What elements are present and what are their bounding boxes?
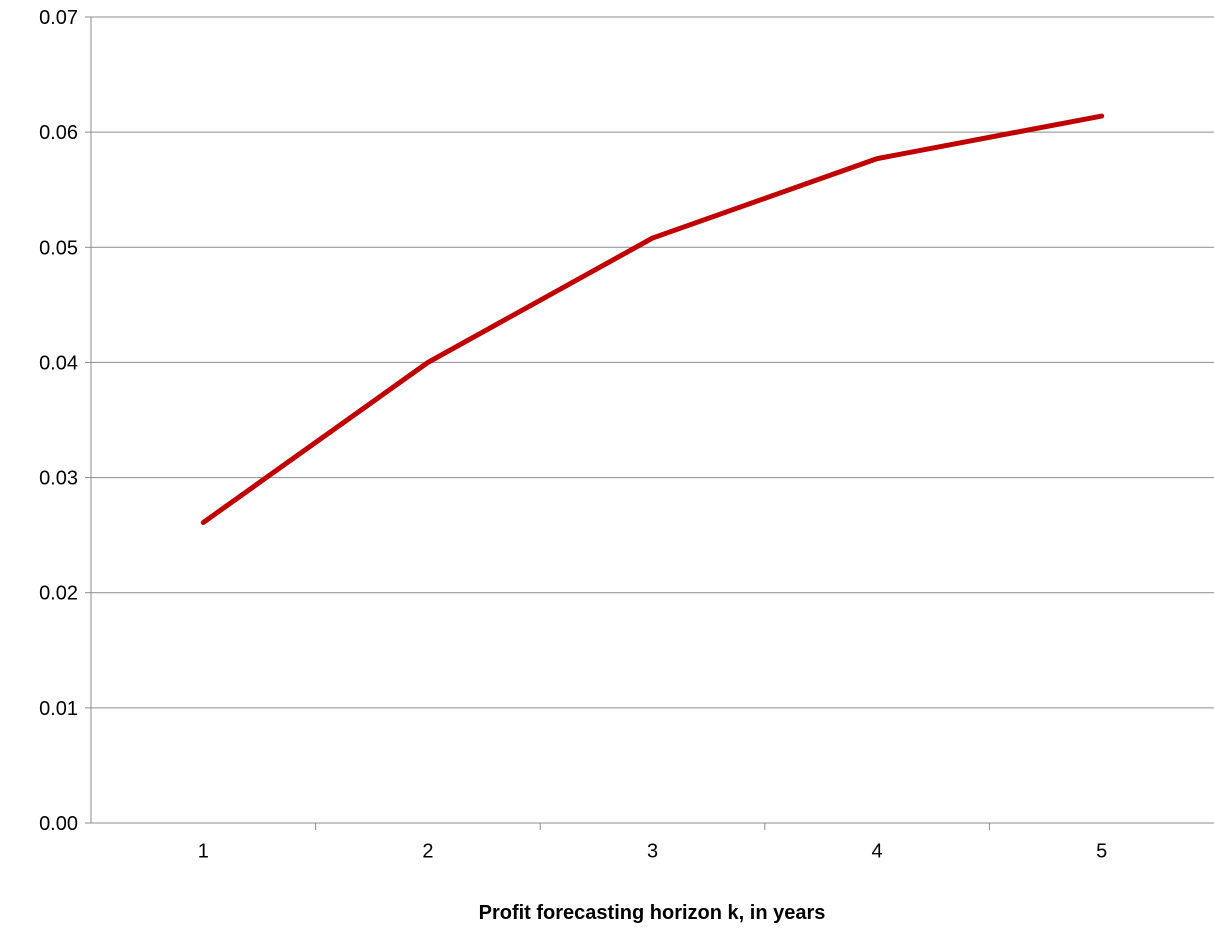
x-tick-labels: 1 2 3 4 5 xyxy=(198,841,1108,863)
y-tick-label: 0.03 xyxy=(39,468,78,490)
series-group xyxy=(200,113,1105,525)
series-line xyxy=(200,113,1105,525)
y-tick-label: 0.04 xyxy=(39,352,78,374)
y-tick-label: 0.07 xyxy=(39,7,78,29)
x-tick-label: 1 xyxy=(198,841,209,863)
x-tick-label: 3 xyxy=(647,841,658,863)
y-tick-label: 0.00 xyxy=(39,813,78,835)
x-tick-label: 4 xyxy=(872,841,883,863)
y-tick-label: 0.02 xyxy=(39,583,78,605)
x-tick-label: 5 xyxy=(1096,841,1107,863)
y-tick-label: 0.06 xyxy=(39,122,78,144)
x-tick-label: 2 xyxy=(422,841,433,863)
gridlines xyxy=(91,16,1214,709)
axes xyxy=(85,16,1214,830)
y-tick-label: 0.01 xyxy=(39,698,78,720)
y-tick-labels: 0.00 0.01 0.02 0.03 0.04 0.05 0.06 0.07 xyxy=(39,7,78,835)
x-axis-title: Profit forecasting horizon k, in years xyxy=(479,902,826,924)
y-tick-label: 0.05 xyxy=(39,237,78,259)
